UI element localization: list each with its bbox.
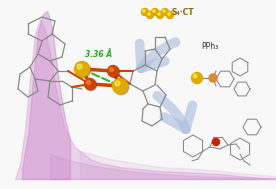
- Circle shape: [193, 74, 197, 78]
- FancyArrowPatch shape: [157, 96, 193, 129]
- Text: S₄·CT: S₄·CT: [172, 8, 195, 17]
- Circle shape: [147, 12, 153, 19]
- Circle shape: [108, 67, 120, 77]
- Circle shape: [192, 73, 203, 84]
- Circle shape: [75, 61, 89, 77]
- Circle shape: [166, 12, 174, 19]
- Circle shape: [114, 80, 129, 95]
- Circle shape: [213, 139, 219, 146]
- Text: 3.36 Å: 3.36 Å: [85, 50, 112, 59]
- Circle shape: [107, 66, 118, 77]
- FancyArrowPatch shape: [140, 42, 176, 68]
- Circle shape: [163, 10, 165, 12]
- Circle shape: [113, 78, 128, 94]
- Circle shape: [84, 78, 95, 90]
- Circle shape: [156, 12, 163, 19]
- Circle shape: [153, 10, 155, 12]
- Circle shape: [152, 9, 158, 15]
- Circle shape: [86, 80, 97, 91]
- Circle shape: [168, 13, 170, 15]
- Circle shape: [161, 9, 169, 15]
- Circle shape: [209, 74, 217, 82]
- Circle shape: [76, 63, 91, 78]
- Circle shape: [115, 81, 120, 86]
- Circle shape: [143, 10, 145, 12]
- Circle shape: [86, 81, 91, 84]
- Text: PPh₃: PPh₃: [201, 42, 219, 51]
- Circle shape: [158, 13, 160, 15]
- Circle shape: [142, 9, 148, 15]
- Circle shape: [110, 67, 113, 71]
- Circle shape: [148, 13, 150, 15]
- Circle shape: [77, 64, 82, 69]
